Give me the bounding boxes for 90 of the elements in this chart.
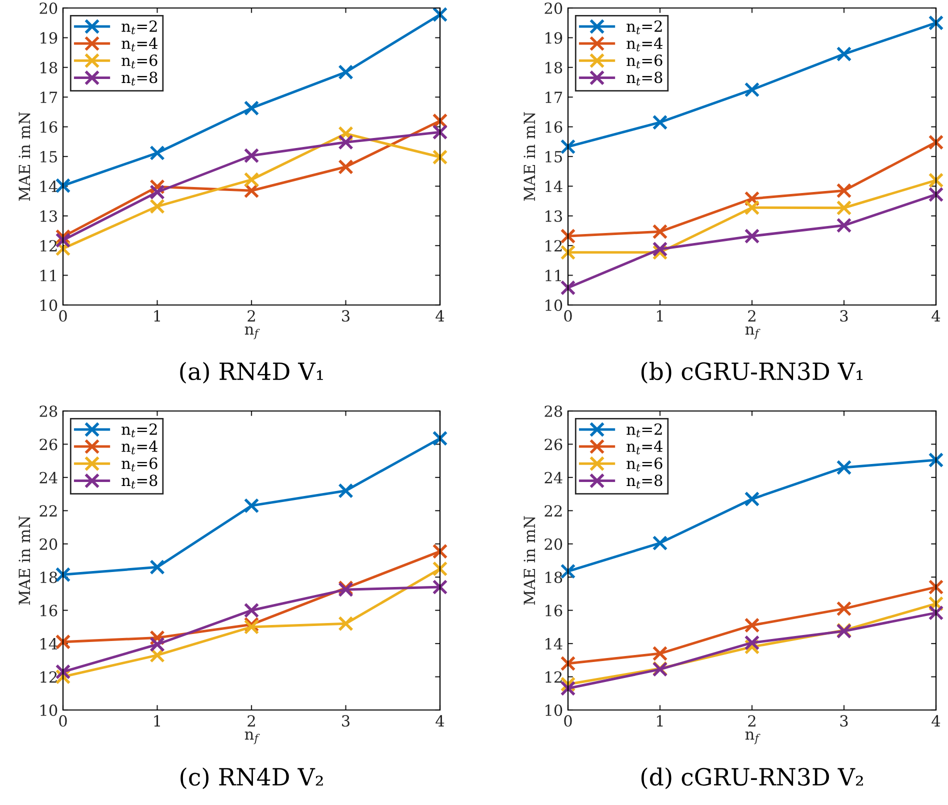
x-tick-label: 3 <box>342 310 350 322</box>
y-tick-label: 22 <box>544 505 562 516</box>
y-tick-label: 14 <box>40 638 58 650</box>
y-tick-label: 14 <box>546 638 562 650</box>
y-tick-label: 16 <box>546 604 562 616</box>
x-tick-label: 1 <box>154 310 160 322</box>
y-tick-label: 14 <box>546 180 562 192</box>
y-tick-label: 16 <box>40 604 58 616</box>
y-tick-label: 10 <box>546 299 562 312</box>
y-tick-label: 20 <box>544 538 562 550</box>
x-tick-label: 2 <box>248 310 255 322</box>
x-tick-label: 4 <box>932 715 940 726</box>
text: (b) cGRU-RN3D V₁ <box>641 362 863 384</box>
y-tick-label: 18 <box>546 572 562 584</box>
y-tick-label: 11 <box>40 270 56 282</box>
y-axis-title: MAE in mN <box>524 516 536 605</box>
y-tick-label: 15 <box>40 150 57 163</box>
legend-label: n$_{t}$=8 <box>122 72 158 86</box>
legend-label: n$_{t}$=4 <box>626 37 662 52</box>
y-tick-label: 14 <box>40 180 58 192</box>
x-tick-label: 3 <box>840 310 848 322</box>
x-axis-title: n$_{f}$ <box>244 731 260 744</box>
y-tick-label: 15 <box>546 150 562 163</box>
x-tick-label: 0 <box>564 715 572 727</box>
legend-label: n$_{t}$=6 <box>122 54 158 68</box>
x-tick-label: 4 <box>436 310 444 322</box>
y-tick-label: 10 <box>40 299 58 312</box>
y-tick-label: 13 <box>546 210 562 222</box>
y-tick-label: 10 <box>40 704 58 716</box>
x-tick-label: 1 <box>657 715 663 726</box>
y-tick-label: 22 <box>40 505 57 516</box>
y-tick-label: 20 <box>40 538 58 550</box>
legend-label: n$_{t}$=4 <box>626 440 662 454</box>
y-tick-label: 12 <box>546 240 562 252</box>
legend-label: n$_{t}$=2 <box>122 423 157 438</box>
text: (a) RN4D V₁ <box>180 362 323 384</box>
y-tick-label: 26 <box>40 438 58 450</box>
y-tick-label: 28 <box>544 405 562 418</box>
text: (c) RN4D V₂ <box>180 767 323 790</box>
legend-label: n$_{t}$=4 <box>122 440 158 454</box>
y-axis-title: MAE in mN <box>18 112 30 201</box>
y-tick-label: 24 <box>544 472 562 484</box>
y-tick-label: 18 <box>546 62 562 74</box>
legend-label: n$_{t}$=6 <box>122 458 158 472</box>
x-tick-label: 2 <box>748 310 756 322</box>
x-tick-label: 1 <box>154 715 160 726</box>
y-tick-label: 12 <box>40 240 57 252</box>
x-tick-label: 4 <box>436 715 444 726</box>
x-tick-label: 0 <box>564 310 572 322</box>
y-tick-label: 11 <box>546 270 561 282</box>
x-tick-label: 0 <box>59 310 67 322</box>
y-axis-title: MAE in mN <box>18 516 30 605</box>
legend-label: n$_{t}$=2 <box>626 423 662 438</box>
x-axis-title: n$_{f}$ <box>745 326 760 340</box>
text: (d) cGRU-RN3D V₂ <box>641 767 863 790</box>
x-tick-label: 3 <box>342 715 350 727</box>
y-tick-label: 17 <box>40 92 58 103</box>
x-axis-title: n$_{f}$ <box>745 731 760 744</box>
y-tick-label: 12 <box>546 671 562 683</box>
x-tick-label: 2 <box>748 715 756 726</box>
legend-label: n$_{t}$=8 <box>626 72 662 86</box>
legend-label: n$_{t}$=8 <box>122 474 158 488</box>
x-tick-label: 2 <box>248 715 255 726</box>
y-tick-label: 12 <box>40 671 57 683</box>
x-tick-label: 0 <box>59 715 67 727</box>
y-axis-title: MAE in mN <box>524 112 536 201</box>
y-tick-label: 19 <box>40 32 58 44</box>
y-tick-label: 28 <box>40 405 58 418</box>
legend-label: n$_{t}$=6 <box>626 458 662 472</box>
y-tick-label: 18 <box>40 572 58 584</box>
y-tick-label: 19 <box>546 32 562 44</box>
y-tick-label: 20 <box>544 2 562 14</box>
x-tick-label: 4 <box>932 310 940 322</box>
y-tick-label: 16 <box>40 121 58 133</box>
x-tick-label: 1 <box>657 310 663 322</box>
x-axis-title: n$_{f}$ <box>244 326 260 340</box>
legend-label: n$_{t}$=2 <box>122 20 157 34</box>
y-tick-label: 24 <box>40 472 58 484</box>
y-tick-label: 13 <box>40 210 58 222</box>
legend-label: n$_{t}$=8 <box>626 474 662 488</box>
y-tick-label: 16 <box>546 121 562 133</box>
y-tick-label: 18 <box>40 62 58 74</box>
legend-label: n$_{t}$=6 <box>626 54 662 68</box>
legend-label: n$_{t}$=4 <box>122 37 158 52</box>
y-tick-label: 10 <box>546 704 562 716</box>
y-tick-label: 26 <box>544 438 562 450</box>
legend-label: n$_{t}$=2 <box>626 20 662 34</box>
x-tick-label: 3 <box>840 715 848 727</box>
y-tick-label: 17 <box>546 92 562 103</box>
y-tick-label: 20 <box>40 2 58 14</box>
